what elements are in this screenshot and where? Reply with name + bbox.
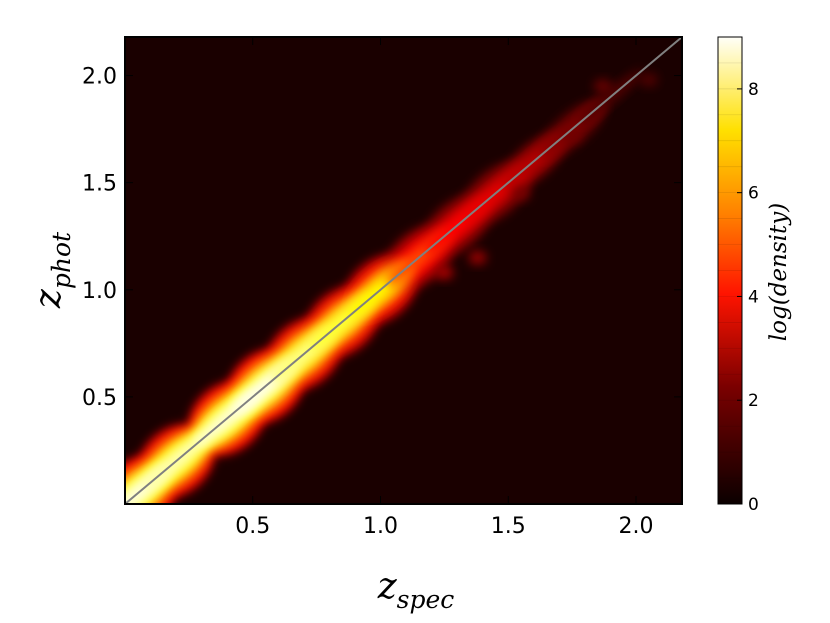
colorbar-ticks: 0 2 4 6 8 [737, 80, 759, 515]
density-outlier-blob [468, 250, 487, 265]
x-tick-label: 2.0 [619, 514, 654, 539]
colorbar [717, 36, 743, 505]
y-tick-label: 0.5 [82, 386, 117, 411]
y-tick-label: 1.5 [82, 172, 117, 197]
x-axis-label-base: z [377, 566, 398, 607]
plot-frame [124, 36, 683, 505]
colorbar-tick-label: 0 [748, 495, 759, 515]
y-tick-label: 2.0 [82, 65, 117, 90]
colorbar-tick-label: 2 [748, 391, 759, 411]
x-axis-ticks: 0.5 1.0 1.5 2.0 [235, 37, 654, 539]
y-axis-ticks: 0.5 1.0 1.5 2.0 [82, 65, 682, 411]
density-outlier-blob [435, 265, 454, 280]
colorbar-tick-label: 4 [748, 287, 759, 307]
x-tick-label: 0.5 [235, 514, 270, 539]
one-to-one-reference-line [124, 36, 683, 505]
density-outlier-blob [593, 79, 612, 94]
y-axis-label-sub: phot [47, 231, 76, 289]
x-tick-label: 1.5 [491, 514, 526, 539]
x-axis-label-sub: spec [397, 585, 455, 614]
density-outlier-blob [512, 186, 531, 201]
y-axis-label: zphot [28, 231, 76, 309]
density-outlier-blob [639, 72, 658, 87]
y-axis-label-base: z [28, 288, 69, 309]
x-axis-label: zspec [377, 566, 455, 614]
y-tick-label: 1.0 [82, 279, 117, 304]
colorbar-label: log(density) [766, 203, 792, 341]
colorbar-tick-label: 8 [748, 80, 759, 100]
x-tick-label: 1.0 [363, 514, 398, 539]
colorbar-tick-label: 6 [748, 184, 759, 204]
